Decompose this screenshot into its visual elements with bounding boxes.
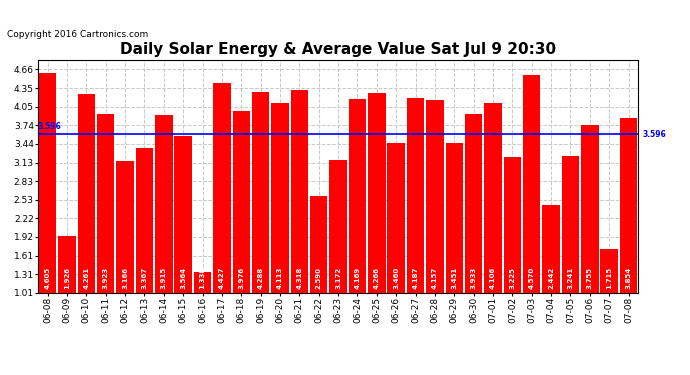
Text: 4.318: 4.318 bbox=[297, 267, 302, 290]
Bar bbox=[465, 114, 482, 354]
Text: 3.225: 3.225 bbox=[509, 268, 515, 290]
Text: 3.854: 3.854 bbox=[626, 267, 631, 290]
Text: 3.596: 3.596 bbox=[642, 130, 666, 139]
Bar bbox=[39, 72, 57, 354]
Bar bbox=[213, 83, 230, 354]
Text: 4.187: 4.187 bbox=[413, 267, 419, 290]
Text: 4.605: 4.605 bbox=[45, 267, 50, 290]
Bar bbox=[117, 160, 134, 354]
Bar bbox=[426, 100, 444, 354]
Bar bbox=[252, 92, 269, 354]
Text: 1.926: 1.926 bbox=[64, 267, 70, 290]
Text: 4.106: 4.106 bbox=[490, 267, 496, 290]
Bar bbox=[136, 148, 153, 354]
Bar bbox=[97, 114, 115, 354]
Text: 3.755: 3.755 bbox=[586, 267, 593, 290]
Text: 4.288: 4.288 bbox=[257, 267, 264, 290]
Text: 3.172: 3.172 bbox=[335, 267, 341, 290]
Text: 4.570: 4.570 bbox=[529, 267, 535, 290]
Text: 3.923: 3.923 bbox=[103, 267, 109, 290]
Bar bbox=[542, 205, 560, 354]
Bar bbox=[271, 103, 288, 354]
Text: 3.460: 3.460 bbox=[393, 267, 400, 290]
Bar bbox=[329, 160, 347, 354]
Text: 4.169: 4.169 bbox=[355, 267, 360, 290]
Text: 4.113: 4.113 bbox=[277, 267, 283, 290]
Bar bbox=[504, 157, 521, 354]
Text: 4.261: 4.261 bbox=[83, 267, 90, 290]
Bar bbox=[620, 118, 638, 354]
Text: 3.241: 3.241 bbox=[567, 267, 573, 290]
Bar bbox=[407, 98, 424, 354]
Text: 2.590: 2.590 bbox=[316, 267, 322, 290]
Text: 4.266: 4.266 bbox=[374, 267, 380, 290]
Text: 3.915: 3.915 bbox=[161, 267, 167, 290]
Bar bbox=[155, 115, 172, 354]
Text: 1.715: 1.715 bbox=[607, 267, 612, 290]
Bar bbox=[194, 272, 211, 354]
Text: 2.442: 2.442 bbox=[548, 267, 554, 290]
Bar bbox=[368, 93, 386, 354]
Bar bbox=[348, 99, 366, 354]
Text: 4.157: 4.157 bbox=[432, 267, 438, 290]
Text: 3.367: 3.367 bbox=[141, 267, 148, 290]
Text: 4.427: 4.427 bbox=[219, 267, 225, 290]
Text: 3.933: 3.933 bbox=[471, 267, 477, 290]
Bar bbox=[581, 124, 598, 354]
Bar bbox=[233, 111, 250, 354]
Text: 3.166: 3.166 bbox=[122, 267, 128, 290]
Text: 3.564: 3.564 bbox=[180, 267, 186, 290]
Bar bbox=[446, 143, 463, 354]
Bar bbox=[523, 75, 540, 354]
Bar bbox=[562, 156, 579, 354]
Text: Copyright 2016 Cartronics.com: Copyright 2016 Cartronics.com bbox=[7, 30, 148, 39]
Bar bbox=[78, 94, 95, 354]
Bar bbox=[388, 142, 405, 354]
Bar bbox=[484, 103, 502, 354]
Bar bbox=[310, 196, 328, 354]
Bar bbox=[600, 249, 618, 354]
Text: 3.451: 3.451 bbox=[451, 267, 457, 290]
Text: 3.596: 3.596 bbox=[38, 122, 61, 130]
Title: Daily Solar Energy & Average Value Sat Jul 9 20:30: Daily Solar Energy & Average Value Sat J… bbox=[120, 42, 556, 57]
Text: 3.976: 3.976 bbox=[238, 267, 244, 290]
Bar bbox=[58, 237, 76, 354]
Bar bbox=[290, 90, 308, 354]
Text: 1.338: 1.338 bbox=[199, 267, 206, 290]
Bar bbox=[175, 136, 192, 354]
